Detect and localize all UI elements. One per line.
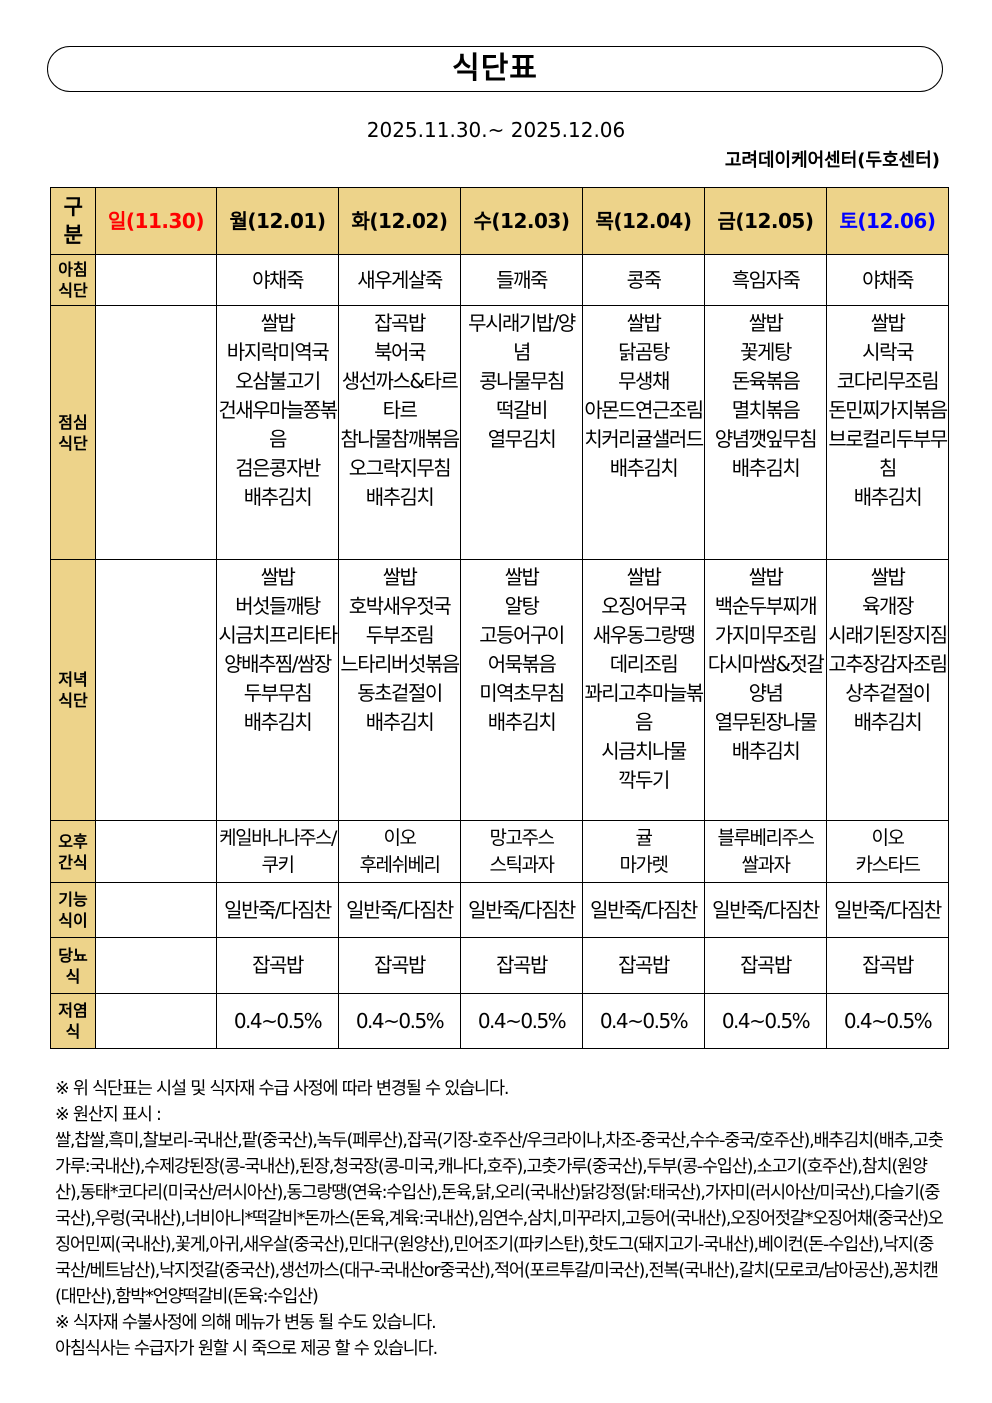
row-label: 저녁 식단 xyxy=(50,559,96,821)
menu-cell xyxy=(95,993,217,1049)
menu-cell: 쌀밥 오징어무국 새우동그랑땡 데리조림 꽈리고추마늘볶음 시금치나물 깍두기 xyxy=(582,559,705,821)
menu-cell: 잡곡밥 xyxy=(216,937,339,994)
menu-cell xyxy=(95,937,217,994)
menu-cell: 잡곡밥 xyxy=(704,937,827,994)
menu-cell: 쌀밥 호박새우젓국 두부조림 느타리버섯볶음 동초겉절이 배추김치 xyxy=(338,559,461,821)
menu-cell: 0.4~0.5% xyxy=(338,993,461,1049)
menu-cell: 일반죽/다짐찬 xyxy=(338,882,461,938)
day-header: 목(12.04) xyxy=(582,187,705,255)
row-dinner: 저녁 식단 쌀밥 버섯들깨탕 시금치프리타타 양배추찜/쌈장 두부무침 배추김치 쌀… xyxy=(50,559,949,821)
menu-cell: 쌀밥 닭곰탕 무생채 아몬드연근조림 치커리귤샐러드 배추김치 xyxy=(582,305,705,560)
note-supply: ※ 식자재 수불사정에 의해 메뉴가 변동 될 수도 있습니다. xyxy=(55,1313,437,1333)
row-label: 아침 식단 xyxy=(50,254,96,306)
menu-cell: 잡곡밥 북어국 생선까스&타르타르 참나물참깨볶음 오그락지무침 배추김치 xyxy=(338,305,461,560)
notes: ※ 위 식단표는 시설 및 식자재 수급 사정에 따라 변경될 수 있습니다. … xyxy=(55,1076,945,1362)
row-label: 저염 식 xyxy=(50,993,96,1049)
row-label: 점심 식단 xyxy=(50,305,96,560)
menu-cell: 들깨죽 xyxy=(460,254,583,306)
row-functional-diet: 기능 식이 일반죽/다짐찬 일반죽/다짐찬 일반죽/다짐찬 일반죽/다짐찬 일반죽/다짐찬… xyxy=(50,882,949,938)
row-label: 당뇨 식 xyxy=(50,937,96,994)
menu-cell: 쌀밥 육개장 시래기된장지짐 고추장감자조림 상추겉절이 배추김치 xyxy=(826,559,949,821)
menu-cell: 0.4~0.5% xyxy=(460,993,583,1049)
meal-table: 구 분 일(11.30) 월(12.01) 화(12.02) 수(12.03) … xyxy=(50,187,949,1049)
menu-cell xyxy=(95,559,217,821)
menu-cell: 0.4~0.5% xyxy=(826,993,949,1049)
row-label: 오후 간식 xyxy=(50,820,96,883)
day-header: 화(12.02) xyxy=(338,187,461,255)
menu-cell xyxy=(95,820,217,883)
menu-cell: 귤 마가렛 xyxy=(582,820,705,883)
row-low-sodium-diet: 저염 식 0.4~0.5% 0.4~0.5% 0.4~0.5% 0.4~0.5% 0.4~… xyxy=(50,993,949,1049)
menu-cell: 쌀밥 백순두부찌개 가지미무조림 다시마쌈&젓갈양념 열무된장나물 배추김치 xyxy=(704,559,827,821)
category-header: 구 분 xyxy=(50,187,96,255)
menu-cell xyxy=(95,305,217,560)
menu-cell: 쌀밥 시락국 코다리무조림 돈민찌가지볶음 브로컬리두부무침 배추김치 xyxy=(826,305,949,560)
menu-cell: 이오 후레쉬베리 xyxy=(338,820,461,883)
header-row: 구 분 일(11.30) 월(12.01) 화(12.02) 수(12.03) … xyxy=(50,187,949,255)
row-snack: 오후 간식 케일바나나주스/쿠키 이오 후레쉬베리 망고주스 스틱과자 귤 마가렛 블루베… xyxy=(50,820,949,883)
row-lunch: 점심 식단 쌀밥 바지락미역국 오삼불고기 건새우마늘쫑볶음 검은콩자반 배추김치… xyxy=(50,305,949,560)
menu-cell: 케일바나나주스/쿠키 xyxy=(216,820,339,883)
menu-cell: 잡곡밥 xyxy=(582,937,705,994)
menu-cell: 새우게살죽 xyxy=(338,254,461,306)
menu-cell: 일반죽/다짐찬 xyxy=(216,882,339,938)
date-range: 2025.11.30.~ 2025.12.06 xyxy=(366,118,626,142)
menu-cell: 잡곡밥 xyxy=(460,937,583,994)
menu-cell: 일반죽/다짐찬 xyxy=(826,882,949,938)
note-origin-title: ※ 원산지 표시 : xyxy=(55,1105,162,1125)
note-change: ※ 위 식단표는 시설 및 식자재 수급 사정에 따라 변경될 수 있습니다. xyxy=(55,1079,509,1099)
menu-cell: 일반죽/다짐찬 xyxy=(704,882,827,938)
menu-cell xyxy=(95,882,217,938)
row-breakfast: 아침 식단 야채죽 새우게살죽 들깨죽 콩죽 흑임자죽 야채죽 xyxy=(50,254,949,306)
menu-cell: 잡곡밥 xyxy=(338,937,461,994)
menu-cell: 0.4~0.5% xyxy=(704,993,827,1049)
menu-cell: 야채죽 xyxy=(826,254,949,306)
menu-cell: 무시래기밥/양념 콩나물무침 떡갈비 열무김치 xyxy=(460,305,583,560)
day-header: 수(12.03) xyxy=(460,187,583,255)
day-header: 토(12.06) xyxy=(826,187,949,255)
menu-cell: 망고주스 스틱과자 xyxy=(460,820,583,883)
menu-cell xyxy=(95,254,217,306)
note-origin-list: 쌀,찹쌀,흑미,찰보리-국내산,팥(중국산),녹두(페루산),잡곡(기장-호주산… xyxy=(55,1131,944,1307)
menu-cell: 일반죽/다짐찬 xyxy=(460,882,583,938)
menu-cell: 흑임자죽 xyxy=(704,254,827,306)
menu-cell: 블루베리주스 쌀과자 xyxy=(704,820,827,883)
menu-cell: 잡곡밥 xyxy=(826,937,949,994)
menu-cell: 이오 카스타드 xyxy=(826,820,949,883)
note-breakfast: 아침식사는 수급자가 원할 시 죽으로 제공 할 수 있습니다. xyxy=(55,1339,438,1359)
day-header: 월(12.01) xyxy=(216,187,339,255)
menu-cell: 0.4~0.5% xyxy=(582,993,705,1049)
row-label: 기능 식이 xyxy=(50,882,96,938)
menu-cell: 0.4~0.5% xyxy=(216,993,339,1049)
menu-cell: 콩죽 xyxy=(582,254,705,306)
center-name: 고려데이케어센터(두호센터) xyxy=(724,150,940,171)
menu-cell: 일반죽/다짐찬 xyxy=(582,882,705,938)
menu-cell: 야채죽 xyxy=(216,254,339,306)
day-header: 금(12.05) xyxy=(704,187,827,255)
menu-cell: 쌀밥 버섯들깨탕 시금치프리타타 양배추찜/쌈장 두부무침 배추김치 xyxy=(216,559,339,821)
menu-cell: 쌀밥 꽃게탕 돈육볶음 멸치볶음 양념깻잎무침 배추김치 xyxy=(704,305,827,560)
row-diabetic-diet: 당뇨 식 잡곡밥 잡곡밥 잡곡밥 잡곡밥 잡곡밥 잡곡밥 xyxy=(50,937,949,994)
page-title: 식단표 xyxy=(47,46,943,92)
day-header: 일(11.30) xyxy=(95,187,217,255)
menu-cell: 쌀밥 바지락미역국 오삼불고기 건새우마늘쫑볶음 검은콩자반 배추김치 xyxy=(216,305,339,560)
menu-cell: 쌀밥 알탕 고등어구이 어묵볶음 미역초무침 배추김치 xyxy=(460,559,583,821)
